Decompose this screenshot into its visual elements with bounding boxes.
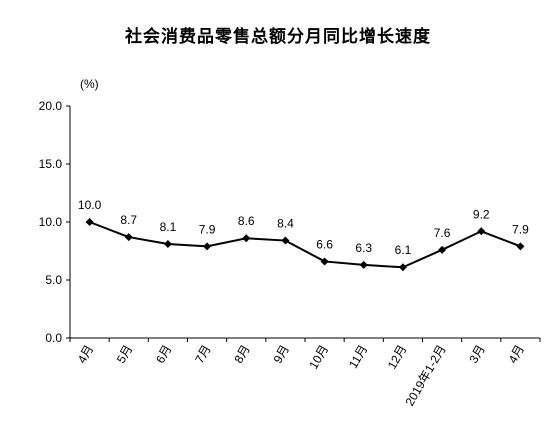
data-point bbox=[124, 233, 133, 242]
data-point bbox=[477, 227, 486, 236]
data-label: 8.7 bbox=[120, 213, 137, 227]
x-tick-label: 2019年1-2月 bbox=[403, 343, 449, 409]
y-tick-label: 0.0 bbox=[45, 331, 62, 345]
y-axis-unit-label: (%) bbox=[80, 77, 99, 91]
data-point bbox=[281, 236, 290, 245]
data-label: 7.9 bbox=[512, 222, 529, 236]
data-label: 6.3 bbox=[355, 241, 372, 255]
data-label: 9.2 bbox=[473, 207, 490, 221]
data-point bbox=[398, 263, 407, 272]
data-point bbox=[320, 257, 329, 266]
chart-title: 社会消费品零售总额分月同比增长速度 bbox=[125, 27, 431, 47]
x-tick-label: 10月 bbox=[306, 343, 331, 372]
x-tick-label: 7月 bbox=[192, 343, 213, 366]
data-label: 7.6 bbox=[434, 226, 451, 240]
data-point bbox=[163, 240, 172, 249]
x-tick-label: 11月 bbox=[346, 343, 370, 371]
series-layer: 10.0 8.7 8.1 7.9 8.6 8.4 6.6 6.3 6.1 7.6 9.2 7.9 bbox=[78, 198, 529, 272]
data-label: 8.4 bbox=[277, 217, 294, 231]
data-label: 8.1 bbox=[160, 220, 177, 234]
x-tick-label: 4月 bbox=[506, 343, 527, 366]
data-label: 10.0 bbox=[78, 198, 102, 212]
data-label: 8.6 bbox=[238, 214, 255, 228]
y-tick-label: 10.0 bbox=[39, 215, 63, 229]
y-tick-label: 20.0 bbox=[39, 99, 63, 113]
data-point bbox=[438, 245, 447, 254]
x-tick-label: 8月 bbox=[231, 343, 252, 366]
x-tick-label: 3月 bbox=[466, 343, 487, 366]
data-label: 6.6 bbox=[316, 237, 333, 251]
data-point bbox=[242, 234, 251, 243]
x-tick-label: 9月 bbox=[271, 343, 292, 366]
x-tick-label: 5月 bbox=[114, 343, 135, 366]
data-label: 7.9 bbox=[199, 222, 216, 236]
data-point bbox=[85, 218, 94, 226]
x-tick-label: 6月 bbox=[153, 343, 174, 366]
x-tick-label: 4月 bbox=[75, 343, 96, 366]
series-line bbox=[89, 221, 521, 269]
data-point bbox=[359, 260, 368, 269]
y-axis: 0.0 5.0 10.0 15.0 20.0 bbox=[39, 99, 71, 345]
y-tick-label: 15.0 bbox=[39, 157, 63, 171]
y-tick-label: 5.0 bbox=[45, 273, 62, 287]
data-point bbox=[516, 242, 525, 251]
data-point bbox=[203, 242, 212, 251]
data-label: 6.1 bbox=[395, 243, 412, 257]
x-tick-label: 12月 bbox=[385, 343, 410, 372]
